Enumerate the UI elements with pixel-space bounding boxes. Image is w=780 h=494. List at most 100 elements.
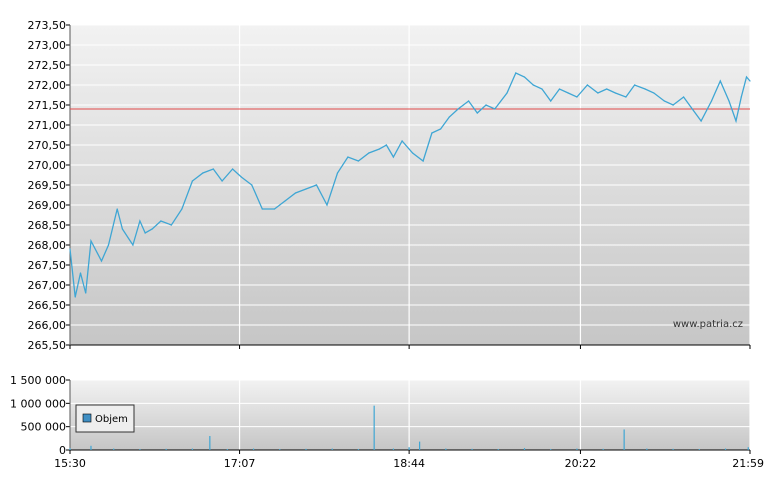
volume-bar (226, 449, 228, 450)
volume-bar (305, 448, 307, 450)
price-point (663, 100, 665, 102)
volume-legend: Objem (75, 404, 135, 433)
price-point (634, 84, 636, 86)
volume-bar (113, 448, 115, 450)
price-point (116, 208, 118, 210)
volume-y-axis: 0 500 000 1 000 000 1 500 000 (10, 374, 70, 457)
volume-bar (497, 449, 499, 450)
volume-bar (646, 448, 648, 450)
x-tick-label: 21:59 (732, 457, 764, 470)
price-point (139, 220, 141, 222)
price-y-tick-label: 267,50 (28, 259, 67, 272)
price-y-tick-label: 271,50 (28, 99, 67, 112)
price-point (231, 168, 234, 170)
volume-bar (747, 447, 749, 450)
volume-bar (191, 448, 193, 450)
price-point (644, 88, 646, 90)
volume-bar (373, 405, 375, 450)
price-y-tick-label: 265,50 (28, 339, 67, 352)
price-series-points (69, 72, 751, 298)
volume-y-tick-label: 0 (59, 444, 66, 457)
volume-bar (602, 448, 604, 450)
price-point (412, 152, 414, 154)
price-point (69, 248, 71, 250)
volume-bar (90, 445, 92, 450)
price-point (202, 172, 204, 174)
price-point (700, 120, 702, 122)
price-point (170, 224, 172, 226)
price-point (181, 208, 183, 210)
volume-bars (69, 405, 749, 450)
volume-bar (523, 448, 526, 450)
price-point (305, 188, 307, 190)
price-y-tick-label: 273,00 (28, 39, 67, 52)
volume-bar (331, 448, 333, 450)
price-y-tick-label: 266,50 (28, 299, 67, 312)
price-point (506, 92, 508, 94)
price-point (672, 104, 674, 106)
price-point (315, 184, 318, 186)
volume-y-tick-label: 1 500 000 (10, 374, 66, 387)
price-y-tick-label: 269,50 (28, 179, 67, 192)
price-point (100, 260, 103, 262)
price-point (422, 160, 424, 162)
price-point (728, 100, 730, 102)
volume-bar (471, 448, 473, 450)
volume-bar (139, 449, 141, 450)
price-point (597, 92, 599, 94)
price-point (392, 156, 394, 158)
price-point (467, 100, 470, 102)
volume-bar (672, 448, 674, 450)
price-point (710, 100, 713, 102)
volume-bar (550, 449, 552, 450)
price-point (735, 120, 737, 122)
price-y-tick-label: 268,50 (28, 219, 67, 232)
volume-bar (576, 448, 578, 450)
legend-label: Objem (95, 414, 128, 425)
volume-bar (623, 429, 625, 450)
price-point (121, 228, 124, 230)
x-tick-label: 15:30 (54, 457, 86, 470)
price-point (368, 152, 370, 154)
volume-bar (252, 448, 255, 450)
price-point (550, 100, 552, 102)
price-point (749, 80, 751, 82)
price-point (719, 80, 721, 82)
price-point (191, 180, 193, 182)
price-point (151, 228, 153, 230)
x-tick-label: 20:22 (565, 457, 597, 470)
price-point (401, 140, 403, 142)
price-y-tick-label: 266,00 (28, 319, 67, 332)
price-y-tick-label: 272,50 (28, 59, 67, 72)
price-point (326, 204, 328, 206)
price-y-tick-label: 271,00 (28, 119, 67, 132)
price-point (523, 76, 526, 78)
volume-bar (698, 449, 700, 450)
volume-bar (445, 448, 447, 450)
price-point (606, 88, 608, 90)
price-point (682, 96, 685, 98)
volume-bar (408, 447, 410, 450)
volume-bar (279, 449, 281, 450)
price-point (144, 232, 146, 234)
volume-y-tick-label: 500 000 (21, 421, 67, 434)
price-y-axis: 265,50 266,00 266,50 267,00 267,50 268,00 268,… (28, 19, 70, 352)
price-point (586, 84, 589, 86)
price-point (284, 200, 286, 202)
volume-bar (69, 448, 71, 450)
price-point (261, 208, 263, 210)
price-point (567, 92, 569, 94)
price-point (90, 240, 92, 242)
volume-bar (392, 448, 394, 450)
price-point (448, 116, 450, 118)
volume-y-tick-label: 1 000 000 (10, 397, 66, 410)
price-point (614, 92, 616, 94)
price-y-tick-label: 272,00 (28, 79, 67, 92)
volume-bar (724, 448, 727, 450)
price-y-tick-label: 270,50 (28, 139, 67, 152)
volume-bar (165, 448, 167, 450)
price-point (740, 96, 742, 98)
price-point (558, 88, 561, 90)
price-point (476, 112, 478, 114)
price-point (691, 108, 693, 110)
